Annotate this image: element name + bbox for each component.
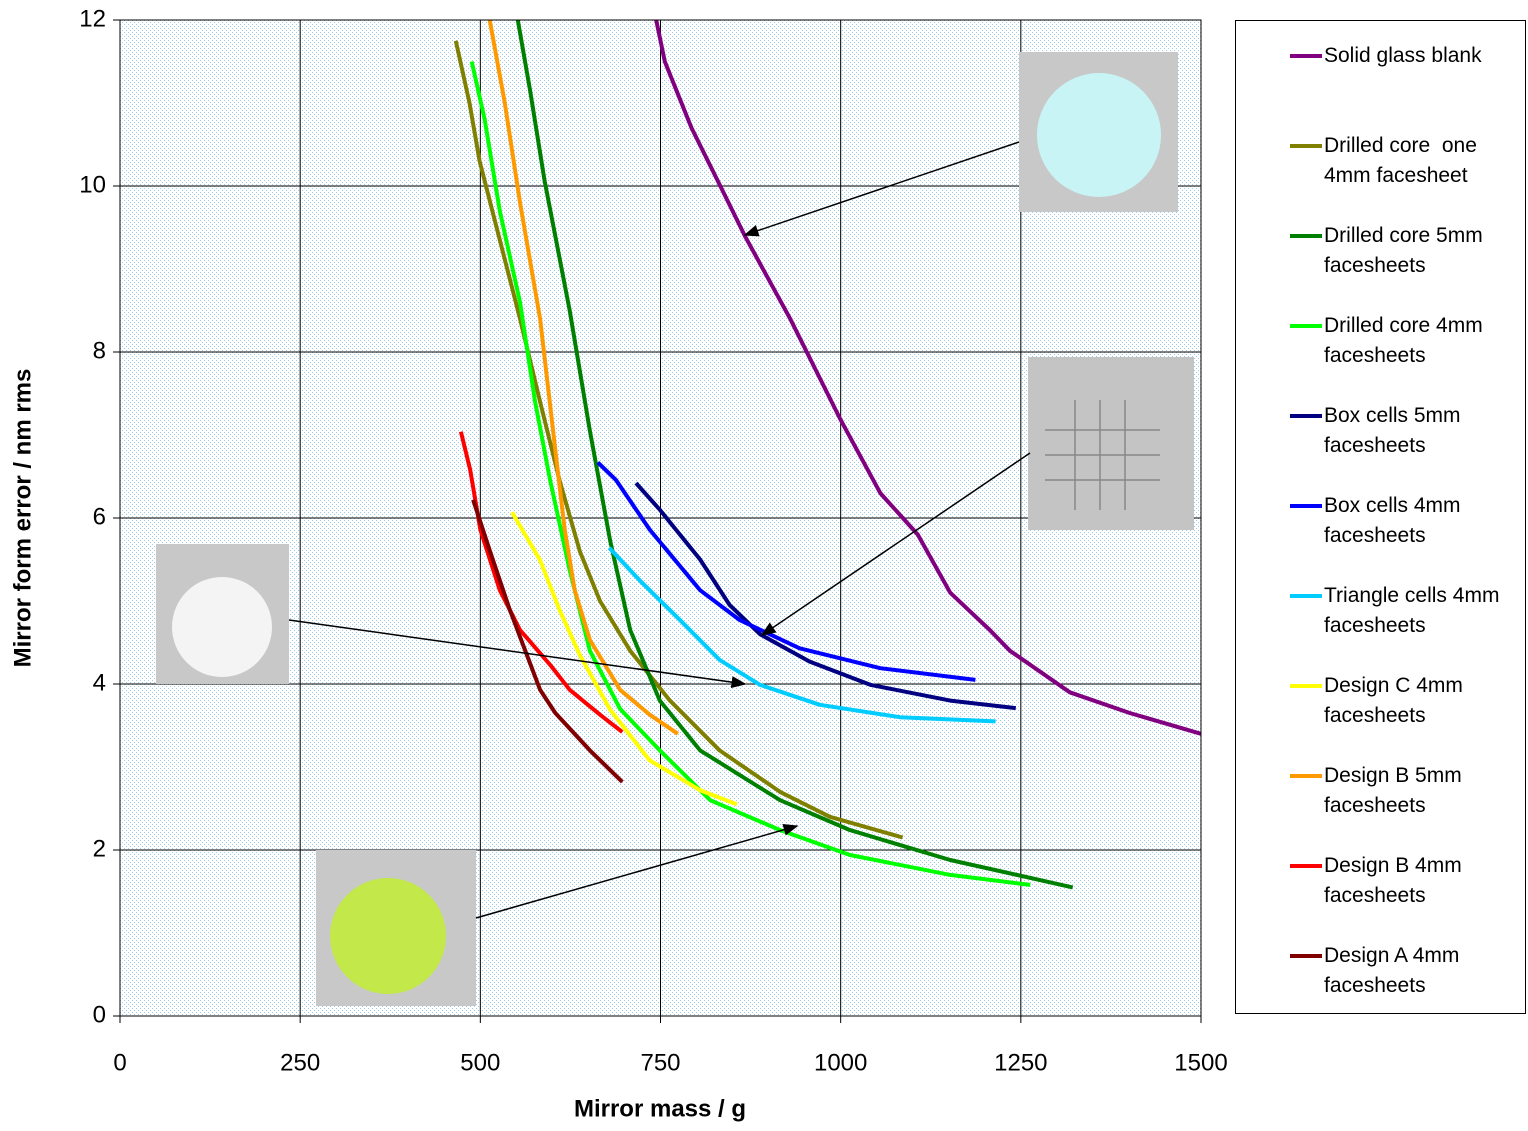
- legend-label: Design B 5mm facesheets: [1324, 764, 1468, 817]
- series-line: [510, 511, 738, 807]
- y-tick-label: 6: [93, 503, 106, 530]
- x-tick-label: 750: [640, 1049, 680, 1076]
- y-tick-label: 8: [93, 337, 106, 364]
- series-line: [596, 460, 976, 682]
- series-line: [458, 431, 624, 734]
- legend-label: Design A 4mm facesheets: [1324, 944, 1466, 997]
- x-tick-label: 1000: [814, 1049, 867, 1076]
- x-axis-title: Mirror mass / g: [574, 1095, 746, 1122]
- legend-swatch: [1290, 864, 1322, 868]
- legend-label: Drilled core 4mm facesheets: [1324, 314, 1489, 367]
- legend-swatch: [1290, 234, 1322, 238]
- insets: [156, 52, 1194, 1006]
- legend-swatch: [1290, 594, 1322, 598]
- series-line: [487, 19, 679, 736]
- plot-border: [119, 19, 1202, 1017]
- series-line: [634, 481, 1017, 711]
- series-line: [471, 499, 624, 784]
- arrows: [288, 141, 1031, 919]
- inset-shape: [1037, 73, 1161, 197]
- legend-swatch: [1290, 144, 1322, 148]
- legend-label: Solid glass blank: [1324, 44, 1482, 67]
- legend-swatch: [1290, 324, 1322, 328]
- inset-shape: [1045, 400, 1160, 510]
- legend-label: Drilled core one 4mm facesheet: [1324, 134, 1483, 187]
- legend-swatch: [1290, 954, 1322, 958]
- inset-shape: [172, 577, 272, 677]
- series-line: [469, 61, 1031, 887]
- x-tick-label: 250: [280, 1049, 320, 1076]
- arrow: [760, 452, 1031, 636]
- y-tick-label: 0: [93, 1001, 106, 1028]
- legend-swatch: [1290, 414, 1322, 418]
- x-tick-label: 1250: [994, 1049, 1047, 1076]
- series-line: [515, 19, 1074, 890]
- y-tick-label: 12: [79, 5, 106, 32]
- legend-label: Box cells 5mm facesheets: [1324, 404, 1467, 457]
- legend-label: Design B 4mm facesheets: [1324, 854, 1468, 907]
- series-line: [654, 19, 1202, 736]
- series-line: [607, 546, 996, 724]
- x-tick-label: 1500: [1174, 1049, 1227, 1076]
- x-tick-label: 500: [460, 1049, 500, 1076]
- legend-label: Design C 4mm facesheets: [1324, 674, 1469, 727]
- y-tick-label: 4: [93, 669, 106, 696]
- x-tick-label: 0: [113, 1049, 126, 1076]
- legend-swatch: [1290, 684, 1322, 688]
- y-axis-title: Mirror form error / nm rms: [9, 369, 36, 668]
- legend-label: Box cells 4mm facesheets: [1324, 494, 1467, 547]
- series-line: [453, 40, 904, 840]
- legend-label: Triangle cells 4mm facesheets: [1324, 584, 1506, 637]
- legend-swatch: [1290, 774, 1322, 778]
- y-tick-label: 10: [79, 171, 106, 198]
- legend-label: Drilled core 5mm facesheets: [1324, 224, 1489, 277]
- legend: Solid glass blank Drilled core one 4mm fa…: [1235, 20, 1526, 1014]
- legend-swatch: [1290, 504, 1322, 508]
- inset-shape: [330, 878, 446, 994]
- y-tick-label: 2: [93, 835, 106, 862]
- legend-swatch: [1290, 54, 1322, 58]
- arrow: [475, 823, 799, 919]
- inset: [1028, 357, 1194, 530]
- arrow: [743, 141, 1020, 237]
- arrow: [288, 619, 747, 689]
